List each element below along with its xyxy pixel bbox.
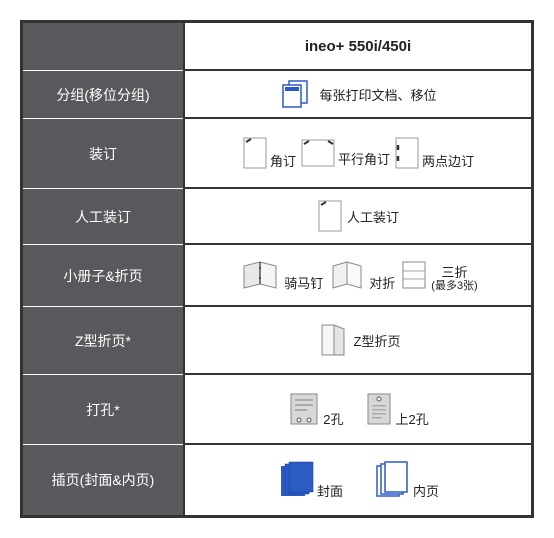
saddle-stitch-icon — [238, 258, 282, 292]
trifold-label: 三折 — [442, 266, 468, 280]
offset-stack-icon — [279, 79, 315, 109]
empty-header — [23, 23, 183, 71]
label-binding: 装订 — [23, 119, 183, 189]
row-manual: 人工装订 — [183, 189, 531, 245]
z-fold-icon — [316, 321, 350, 359]
half-fold-icon — [327, 258, 367, 292]
row-grouping: 每张打印文档、移位 — [183, 71, 531, 119]
label-column: 分组(移位分组) 装订 人工装订 小册子&折页 Z型折页* 打孔* 插页(封面&… — [23, 23, 183, 515]
inner-insert-icon — [373, 460, 411, 500]
manual-label: 人工装订 — [347, 207, 399, 226]
half-label: 对折 — [369, 273, 395, 292]
saddle-label: 骑马钉 — [284, 273, 323, 292]
row-zfold: Z型折页 — [183, 307, 531, 375]
two-hole-label: 2孔 — [323, 409, 343, 428]
parallel-staple-icon — [300, 138, 336, 168]
parallel-label: 平行角订 — [338, 149, 390, 168]
grouping-text: 每张打印文档、移位 — [319, 85, 436, 104]
tri-fold-icon — [399, 258, 429, 292]
label-grouping: 分组(移位分组) — [23, 71, 183, 119]
content-column: ineo+ 550i/450i 每张打印文档、移位 角订 平行角订 两点边订 — [183, 23, 531, 515]
corner-label: 角订 — [270, 151, 296, 170]
row-punch: 2孔 上2孔 — [183, 375, 531, 445]
label-insert: 插页(封面&内页) — [23, 445, 183, 515]
label-zfold: Z型折页* — [23, 307, 183, 375]
two-hole-icon — [287, 390, 321, 428]
model-header: ineo+ 550i/450i — [183, 23, 531, 71]
top-two-hole-label: 上2孔 — [396, 409, 429, 428]
row-insert: 封面 内页 — [183, 445, 531, 515]
row-booklet: 骑马钉 对折 三折 (最多3张) — [183, 245, 531, 307]
row-binding: 角订 平行角订 两点边订 — [183, 119, 531, 189]
twopoint-label: 两点边订 — [422, 151, 474, 170]
inner-label: 内页 — [413, 481, 439, 500]
finishing-options-table: 分组(移位分组) 装订 人工装订 小册子&折页 Z型折页* 打孔* 插页(封面&… — [20, 20, 534, 518]
two-point-staple-icon — [394, 136, 420, 170]
label-manual: 人工装订 — [23, 189, 183, 245]
cover-label: 封面 — [317, 481, 343, 500]
trifold-sublabel: (最多3张) — [431, 280, 477, 292]
cover-insert-icon — [277, 460, 315, 500]
label-booklet: 小册子&折页 — [23, 245, 183, 307]
label-punch: 打孔* — [23, 375, 183, 445]
corner-staple-icon — [242, 136, 268, 170]
manual-staple-icon — [317, 199, 343, 233]
zfold-label: Z型折页 — [354, 331, 401, 350]
top-two-hole-icon — [364, 390, 394, 428]
